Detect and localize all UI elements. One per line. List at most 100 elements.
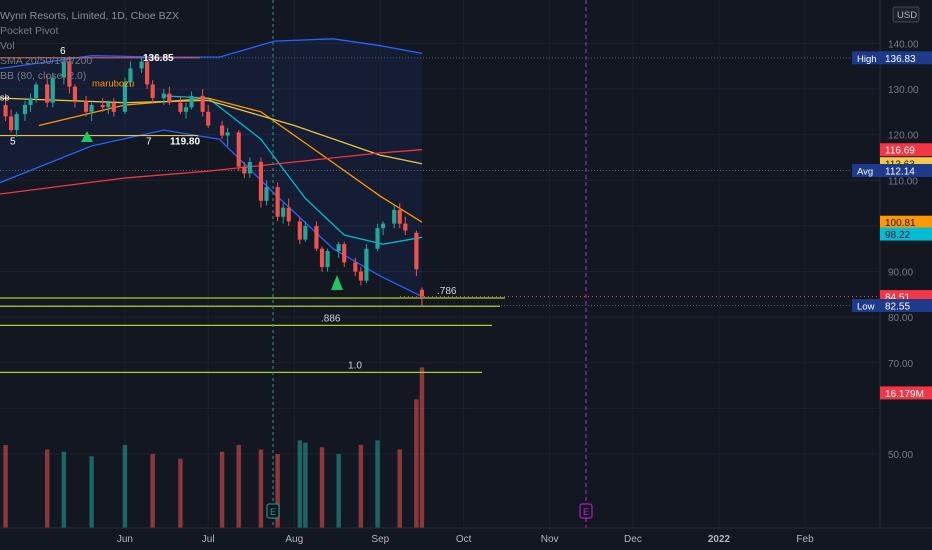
candle-body [3, 104, 8, 117]
currency-button-label: USD [897, 10, 917, 21]
marubozu-label: marubozu [92, 79, 134, 90]
candle-body [183, 107, 189, 112]
candle-body [358, 271, 363, 281]
wave-label-5: 5 [10, 137, 16, 148]
volume-bar [258, 449, 264, 528]
fibonacci-levels[interactable]: .786 .886 1.0 [0, 286, 505, 373]
candle-body [336, 244, 341, 251]
time-tick-label: Feb [796, 534, 814, 545]
candle-body [178, 102, 183, 112]
candle-body [414, 232, 419, 270]
candle-body [161, 93, 166, 99]
chart-legend: Wynn Resorts, Limited, 1D, Cboe BZX Pock… [0, 9, 179, 84]
candle-body [225, 132, 230, 136]
price-tag-value: 116.69 [885, 146, 915, 157]
candle-body [9, 116, 14, 131]
volume-bar [303, 442, 308, 528]
candle-body [45, 84, 50, 103]
candle-body [89, 104, 94, 112]
price-tag-value: 16.179M [885, 389, 924, 400]
candle-body [122, 82, 128, 112]
time-tick-label: Jun [117, 534, 133, 545]
candle-body [72, 86, 78, 101]
candle-body [275, 187, 280, 217]
indicator-sma[interactable]: SMA 20/50/100/200 [0, 55, 93, 67]
price-tag-box [880, 227, 932, 241]
volume-bar [275, 454, 280, 528]
indicator-bollinger[interactable]: BB (80, close, 2.0) [0, 70, 87, 82]
volume-bar [419, 367, 425, 528]
time-tick-label: 2022 [708, 534, 731, 545]
candle-body [242, 166, 247, 174]
upcoming-earnings-letter: E [583, 507, 589, 517]
volume-bar [150, 454, 155, 528]
candle-body [100, 104, 105, 108]
volume-bar [219, 451, 225, 528]
time-tick-label: Aug [285, 534, 303, 545]
candle-body [83, 100, 89, 112]
price-tick-label: 70.00 [888, 359, 913, 370]
pocket-pivot-up-marker [81, 131, 93, 142]
candle-body [67, 61, 72, 87]
candle-body [392, 209, 397, 224]
price-tick-label: 130.00 [888, 85, 919, 96]
candle-body [150, 84, 155, 99]
symbol-title[interactable]: Wynn Resorts, Limited, 1D, Cboe BZX [0, 10, 180, 22]
price-tag-value: 98.22 [885, 230, 910, 241]
price-tag-value: 84.51 [885, 293, 910, 304]
time-tick-label: Sep [371, 534, 389, 545]
chart-annotations: 136.85 119.80 6 5 7 se marubozu [0, 46, 343, 290]
candle-body [286, 207, 291, 222]
volume-bar [297, 440, 303, 528]
candle-body [220, 125, 225, 136]
candle-body [281, 207, 286, 217]
candle-body [342, 244, 347, 263]
volume-bar [236, 444, 241, 528]
price-tick-label: 90.00 [888, 268, 913, 279]
candle-body [247, 162, 252, 174]
price-tag-box [880, 299, 932, 313]
candle-body [128, 68, 133, 83]
indicator-volume[interactable]: Vol [0, 40, 15, 52]
candle-body [403, 223, 408, 231]
time-axis[interactable]: Jun Jul Aug Sep Oct Nov Dec 2022 Feb [0, 527, 932, 550]
price-axis-background [880, 0, 932, 528]
price-tick-label: 110.00 [888, 176, 918, 187]
candle-body [381, 223, 386, 229]
candle-body [353, 262, 358, 272]
volume-bar [336, 454, 341, 528]
candle-body [325, 251, 330, 267]
price-tag-caption-box [852, 299, 882, 313]
volume-bar [375, 440, 380, 528]
price-tag-box [880, 143, 932, 157]
candle-body [258, 162, 264, 201]
candle-body [111, 102, 116, 112]
volume-bars [3, 367, 425, 528]
candle-body [375, 228, 380, 249]
price-tag-box [880, 51, 932, 65]
candle-body [139, 61, 144, 69]
time-tick-label: Nov [541, 534, 559, 545]
volume-bar [89, 456, 94, 528]
volume-bar [178, 458, 183, 528]
indicator-pocket-pivot[interactable]: Pocket Pivot [0, 25, 59, 37]
candle-body [22, 104, 28, 115]
candle-body [61, 61, 66, 78]
price-tick-label: 80.00 [888, 313, 913, 324]
earnings-marker-letter: E [270, 507, 276, 517]
price-tag-value: 100.81 [885, 218, 916, 229]
candle-body [264, 187, 269, 201]
upcoming-earnings-marker [579, 503, 593, 519]
price-axis[interactable]: 140.00 130.00 120.00 110.00 90.00 80.00 70.00 5… [879, 0, 932, 528]
price-tag-caption: Avg [857, 167, 873, 178]
pivot-low-label: 119.80 [170, 137, 200, 148]
candle-body [106, 102, 111, 108]
price-tag-box [880, 215, 932, 229]
candle-body [397, 209, 402, 224]
price-tag-box [880, 386, 932, 400]
time-tick-label: Dec [624, 534, 642, 545]
price-tick-label: 50.00 [888, 450, 913, 461]
